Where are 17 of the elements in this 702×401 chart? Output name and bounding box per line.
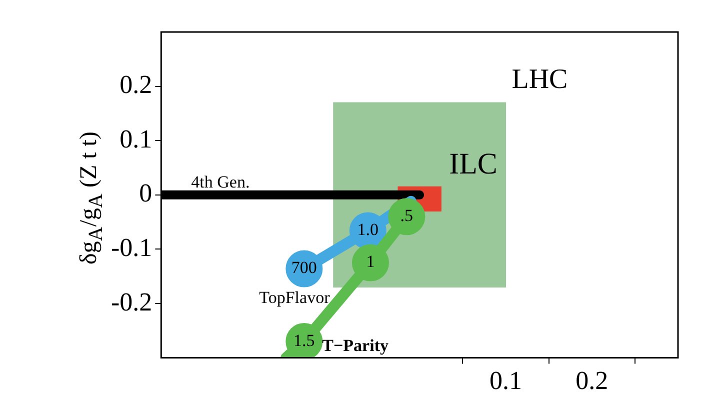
- annotation: 1.0: [357, 220, 379, 240]
- annotation: .5: [400, 206, 414, 226]
- annotation: 1: [366, 252, 375, 272]
- point: [352, 244, 389, 282]
- series-label: LHC: [512, 64, 568, 95]
- y-tick-label: -0.2: [110, 287, 152, 316]
- series-label: 4th Gen.: [191, 172, 250, 192]
- series-label: T−Parity: [322, 336, 389, 355]
- y-tick-label: 0: [139, 178, 152, 208]
- annotation: 1.5: [294, 330, 315, 350]
- y-tick-label: -0.1: [110, 233, 152, 262]
- point: [388, 198, 426, 236]
- series-label: ILC: [449, 148, 498, 181]
- y-tick-label: 0.1: [120, 124, 152, 154]
- series-label: TopFlavor: [259, 288, 330, 308]
- y-tick-label: 0.2: [120, 70, 152, 100]
- annotation: 700: [291, 258, 317, 278]
